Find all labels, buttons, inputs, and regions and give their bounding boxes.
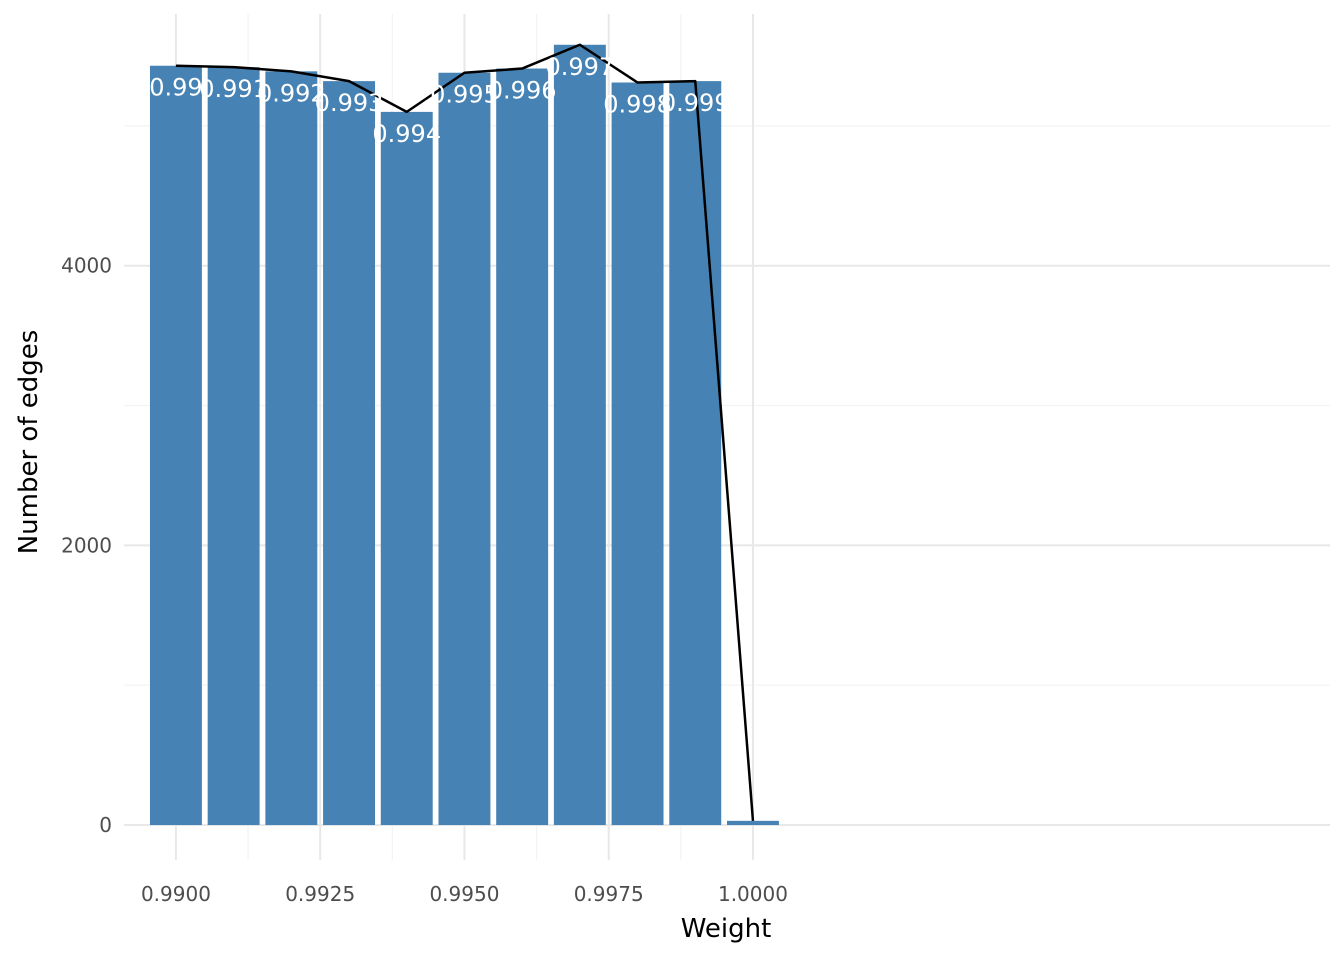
bar bbox=[496, 68, 549, 826]
bar bbox=[438, 72, 491, 826]
bar-label: 0.997 bbox=[545, 53, 614, 81]
bar bbox=[727, 820, 779, 826]
bars bbox=[149, 44, 779, 826]
bar bbox=[380, 111, 433, 826]
bar-label: 0.996 bbox=[488, 77, 557, 105]
bar-label: 0.998 bbox=[603, 91, 672, 119]
x-axis-title: Weight bbox=[681, 914, 772, 944]
x-axis-ticks: 0.9900 0.9925 0.9950 0.9975 1.0000 bbox=[141, 882, 788, 906]
y-tick-label: 0 bbox=[99, 813, 112, 837]
bar bbox=[553, 44, 606, 826]
bar-label: 0.995 bbox=[430, 81, 499, 109]
bar-label: 0.999 bbox=[661, 89, 730, 117]
x-tick-label: 1.0000 bbox=[718, 882, 788, 906]
x-tick-label: 0.9900 bbox=[141, 882, 211, 906]
bar bbox=[323, 81, 376, 826]
y-tick-label: 2000 bbox=[61, 533, 112, 557]
y-axis-ticks: 0 2000 4000 bbox=[61, 254, 112, 837]
y-tick-label: 4000 bbox=[61, 254, 112, 278]
bar bbox=[611, 82, 664, 826]
bar-label: 0.994 bbox=[372, 120, 441, 148]
bar bbox=[149, 65, 202, 826]
bar bbox=[669, 81, 722, 826]
x-tick-label: 0.9975 bbox=[574, 882, 644, 906]
bar bbox=[207, 67, 260, 826]
bar-label: 0.993 bbox=[315, 89, 384, 117]
bar-label: 0.992 bbox=[257, 79, 326, 107]
bar-label: 0.991 bbox=[199, 75, 268, 103]
line-overlay bbox=[175, 43, 755, 821]
bar-label: 0.99 bbox=[149, 74, 202, 102]
x-tick-label: 0.9925 bbox=[285, 882, 355, 906]
y-axis-title: Number of edges bbox=[14, 330, 44, 555]
bar bbox=[265, 71, 318, 826]
x-tick-label: 0.9950 bbox=[429, 882, 499, 906]
overlay-line bbox=[175, 43, 755, 821]
